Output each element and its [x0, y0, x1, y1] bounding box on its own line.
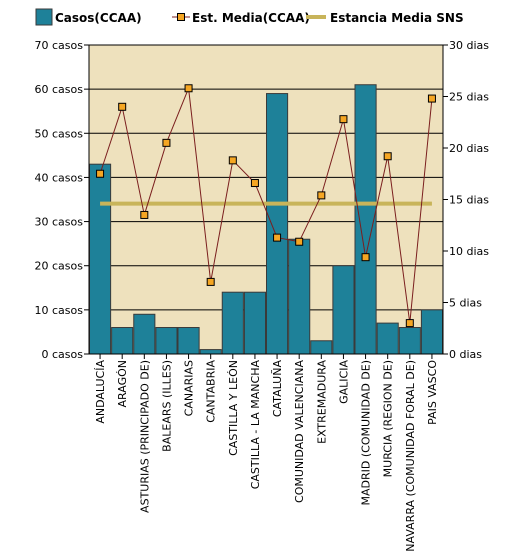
- right-tick-label: 0 dias: [449, 348, 482, 361]
- bar: [199, 349, 222, 355]
- line-point: [184, 84, 193, 93]
- right-tick-label: 15 dias: [449, 194, 489, 207]
- right-tick-label: 5 dias: [449, 297, 482, 310]
- left-axis-ticks: 0 casos 10 casos 20 casos 30 casos 40 casos 5…: [35, 39, 89, 361]
- x-tick-label: CANTABRIA: [205, 360, 218, 423]
- legend-swatch-bars: [35, 8, 53, 26]
- left-tick-label: 70 casos: [35, 39, 84, 52]
- left-tick-label: 10 casos: [35, 304, 84, 317]
- x-tick-label: MADRID (COMUNIDAD DE): [360, 360, 373, 505]
- right-tick-label: 25 dias: [449, 91, 489, 104]
- line-point: [383, 152, 392, 161]
- x-tick-label: BALEARS (ILLES): [160, 360, 173, 452]
- bar: [310, 340, 333, 355]
- x-tick-label: ASTURIAS (PRINCIPADO DE): [138, 360, 151, 513]
- bar: [89, 163, 112, 355]
- line-point: [361, 253, 370, 262]
- right-tick-label: 10 dias: [449, 245, 489, 258]
- right-tick-label: 30 dias: [449, 39, 489, 52]
- line-point: [206, 277, 215, 286]
- legend-label-bars: Casos(CCAA): [55, 11, 142, 25]
- line-point: [317, 191, 326, 200]
- bar: [288, 238, 311, 355]
- line-path: [99, 88, 433, 324]
- x-tick-label: MURCIA (REGION DE): [382, 360, 395, 477]
- x-tick-label: ANDALUCÍA: [94, 360, 107, 424]
- line-point: [339, 115, 348, 124]
- x-tick-label: CASTILLA Y LEÓN: [227, 360, 240, 456]
- line-point: [162, 138, 171, 147]
- bar: [398, 327, 421, 355]
- left-tick-label: 30 casos: [35, 216, 84, 229]
- x-tick-label: NAVARRA (COMUNIDAD FORAL DE): [404, 360, 417, 551]
- right-tick-label: 20 dias: [449, 142, 489, 155]
- bar: [155, 327, 178, 355]
- category-labels: ANDALUCÍA ARAGÓN ASTURIAS (PRINCIPADO DE) B…: [94, 354, 439, 551]
- x-tick-label: GALICIA: [337, 360, 350, 404]
- bar: [221, 291, 244, 355]
- bar: [243, 291, 266, 355]
- line-point: [250, 179, 259, 188]
- bar: [332, 265, 355, 355]
- line-series: [96, 84, 436, 328]
- legend-swatch-line-marker: [177, 13, 185, 21]
- x-tick-label: CASTILLA - LA MANCHA: [249, 360, 262, 490]
- x-tick-label: CANARIAS: [183, 360, 196, 416]
- line-point: [405, 319, 414, 328]
- bar: [266, 93, 289, 355]
- line-point: [273, 233, 282, 242]
- bar: [376, 322, 399, 355]
- x-tick-label: COMUNIDAD VALENCIANA: [293, 360, 306, 503]
- left-tick-label: 0 casos: [42, 348, 84, 361]
- bar-series: [89, 84, 443, 355]
- line-point: [228, 156, 237, 165]
- x-tick-label: EXTREMADURA: [315, 360, 328, 444]
- bar: [177, 327, 200, 355]
- x-tick-label: ARAGÓN: [116, 360, 129, 407]
- left-tick-label: 50 casos: [35, 127, 84, 140]
- left-tick-label: 40 casos: [35, 171, 84, 184]
- x-tick-label: CATALUÑA: [271, 360, 284, 418]
- x-tick-label: PAIS VASCO: [426, 360, 439, 425]
- bar: [420, 309, 443, 355]
- bar: [354, 84, 377, 355]
- bar: [133, 313, 156, 355]
- line-point: [140, 210, 149, 219]
- bar: [111, 327, 134, 355]
- line-point: [118, 102, 127, 111]
- legend-label-ref: Estancia Media SNS: [330, 11, 464, 25]
- legend: Casos(CCAA) Est. Media(CCAA) Estancia Medi…: [35, 8, 464, 26]
- line-point: [295, 237, 304, 246]
- left-tick-label: 20 casos: [35, 260, 84, 273]
- left-tick-label: 60 casos: [35, 83, 84, 96]
- line-point: [96, 169, 105, 178]
- right-axis-ticks: 0 dias 5 dias 10 dias 15 dias 20 dias 25 dias…: [443, 39, 489, 361]
- legend-label-line: Est. Media(CCAA): [192, 11, 310, 25]
- line-point: [427, 94, 436, 103]
